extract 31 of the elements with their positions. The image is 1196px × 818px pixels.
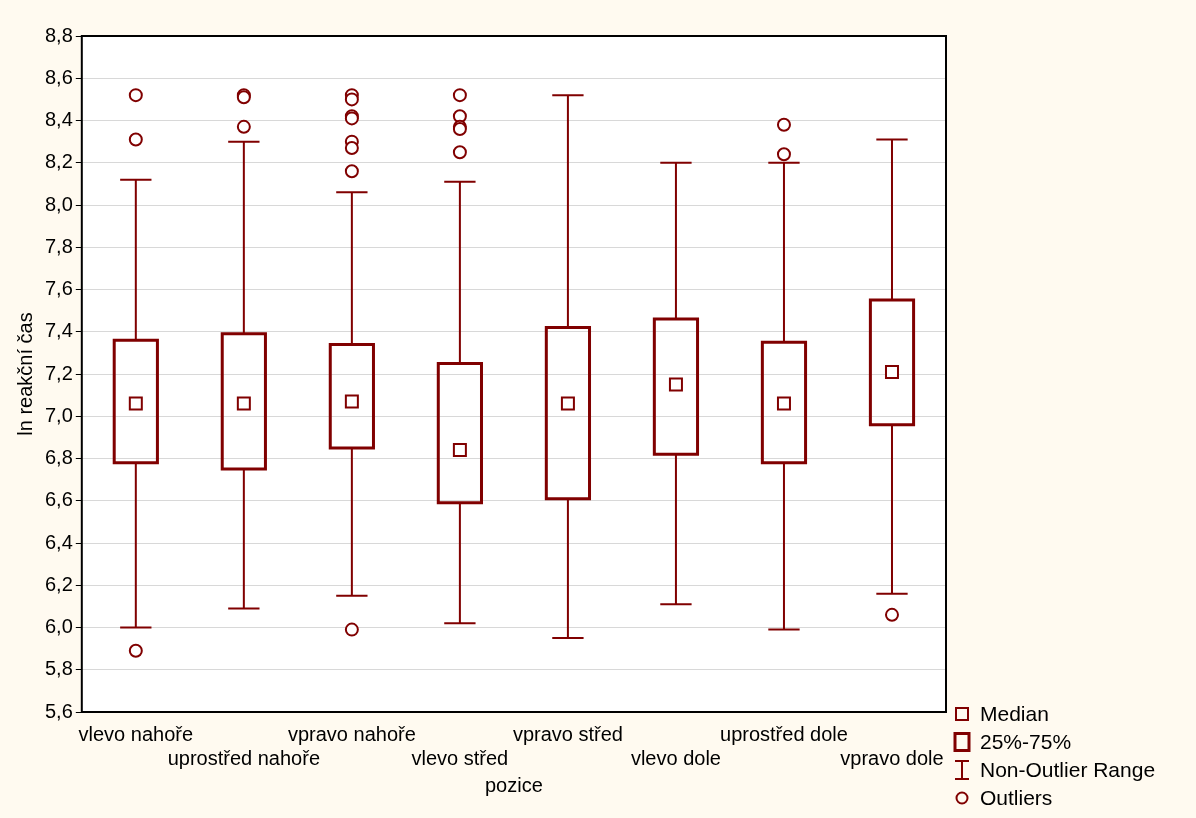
y-tick-label: 8,8	[44, 23, 73, 46]
y-tick-label: 6,2	[44, 572, 73, 595]
y-tick-label: 6,4	[44, 530, 73, 553]
text: Median	[980, 702, 1049, 726]
y-tick-label: 7,4	[44, 319, 73, 342]
y-tick-label: 6,6	[44, 488, 73, 511]
y-tick-label: 5,6	[44, 699, 73, 722]
y-tick-label: 8,2	[44, 150, 73, 173]
x-tick-label: vpravo dole	[840, 746, 944, 769]
x-axis-title: pozice	[485, 773, 543, 796]
y-axis-title: ln reakční čas	[13, 312, 36, 436]
y-tick-label: 7,6	[44, 277, 73, 300]
text: Outliers	[980, 786, 1053, 810]
y-tick-label: 7,2	[44, 361, 73, 384]
x-tick-label: vpravo střed	[512, 722, 623, 745]
y-tick-label: 6,8	[44, 446, 73, 469]
y-tick-label: 7,8	[44, 234, 73, 257]
y-tick-label: 5,8	[44, 657, 73, 680]
y-tick-label: 8,0	[44, 192, 73, 215]
x-tick-label: uprostřed dole	[720, 722, 848, 745]
x-tick-label: vlevo dole	[630, 746, 721, 769]
x-tick-label: vlevo nahoře	[78, 722, 194, 745]
text: Non-Outlier Range	[980, 758, 1156, 782]
x-tick-label: vpravo nahoře	[287, 722, 416, 745]
x-tick-label: vlevo střed	[411, 746, 509, 769]
y-tick-label: 8,4	[44, 108, 73, 131]
text: 25%-75%	[980, 730, 1072, 754]
y-tick-label: 6,0	[44, 615, 73, 638]
y-tick-label: 8,6	[44, 65, 73, 88]
x-tick-label: uprostřed nahoře	[167, 746, 320, 769]
y-tick-label: 7,0	[44, 403, 73, 426]
